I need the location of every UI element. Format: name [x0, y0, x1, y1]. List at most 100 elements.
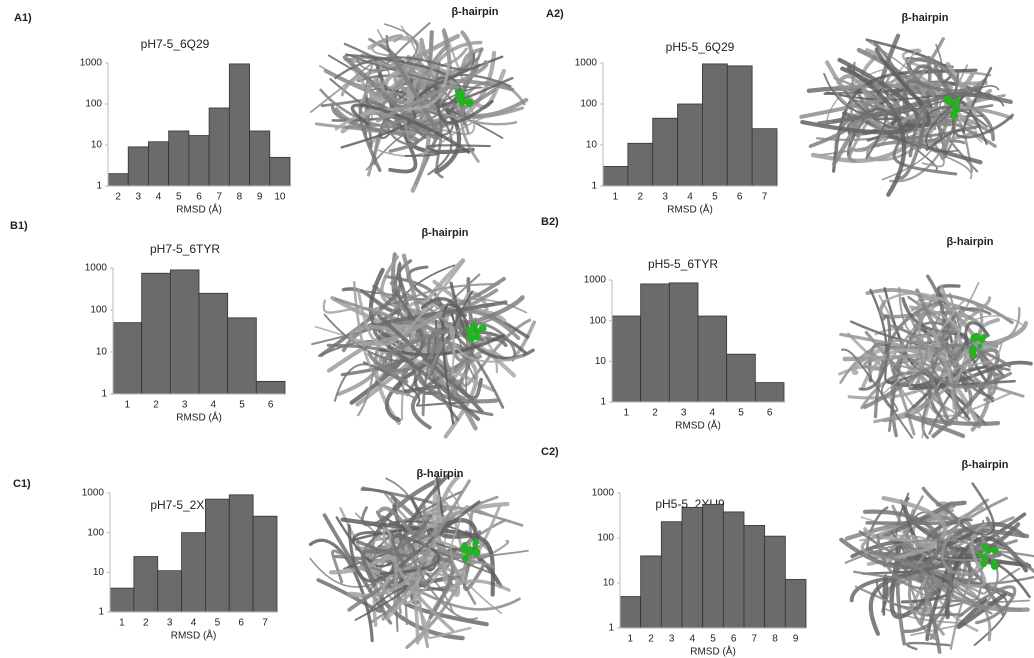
- ligand: [950, 111, 959, 120]
- protein-strand: [309, 63, 374, 125]
- protein-strand: [863, 368, 952, 427]
- protein-strand: [356, 23, 418, 72]
- protein-strand: [884, 356, 958, 424]
- protein-strand: [921, 340, 1003, 439]
- protein-strand: [905, 641, 951, 651]
- x-tick-label: 1: [628, 634, 634, 645]
- y-tick-label: 10: [586, 140, 598, 151]
- protein-strand: [460, 318, 532, 387]
- x-tick-label: 6: [238, 618, 244, 629]
- ligand: [981, 543, 989, 551]
- protein-strand: [869, 288, 929, 384]
- ligand: [977, 551, 984, 558]
- protein-strand: [939, 284, 974, 372]
- annotation: β-hairpin: [961, 459, 1008, 471]
- bar: [640, 555, 662, 629]
- bar: [133, 556, 159, 613]
- bar: [652, 117, 678, 187]
- ligand: [952, 102, 959, 109]
- y-tick-label: 1: [591, 181, 597, 192]
- y-tick-label: 1: [600, 397, 606, 408]
- bar: [668, 282, 699, 403]
- protein-strand: [858, 314, 892, 391]
- bar: [188, 135, 210, 187]
- protein-strand: [404, 107, 518, 142]
- y-tick-label: 100: [85, 99, 102, 110]
- bar: [754, 382, 785, 403]
- protein-strand: [926, 274, 949, 426]
- protein-strand: [903, 317, 930, 366]
- x-tick-label: 5: [176, 192, 182, 203]
- y-tick-label: 100: [589, 315, 606, 326]
- y-tick-label: 100: [580, 99, 597, 110]
- bar: [743, 525, 766, 629]
- x-tick-label: 10: [274, 192, 286, 203]
- annotation: β-hairpin: [451, 6, 498, 18]
- protein-strand: [916, 343, 972, 388]
- protein-strand: [850, 61, 893, 128]
- y-tick-label: 1000: [85, 263, 108, 274]
- bar: [660, 521, 683, 629]
- protein-strand: [915, 288, 963, 370]
- protein-strand: [374, 108, 519, 157]
- x-tick-label: 6: [737, 192, 743, 203]
- protein-strand: [371, 34, 403, 57]
- protein-strand: [964, 321, 990, 385]
- panel-label: B2): [541, 216, 559, 228]
- x-tick-label: 7: [762, 192, 768, 203]
- bar: [611, 315, 642, 403]
- annotation: β-hairpin: [416, 468, 463, 480]
- bar: [168, 130, 190, 187]
- protein-strand: [352, 531, 441, 576]
- protein-strand: [912, 64, 956, 104]
- x-tick-label: 2: [638, 192, 644, 203]
- protein-structure: [308, 473, 529, 649]
- y-tick-label: 100: [87, 527, 104, 538]
- protein-structure: [309, 22, 529, 193]
- y-tick-label: 1000: [592, 488, 615, 499]
- protein-strand: [361, 486, 447, 527]
- protein-strand: [847, 105, 1013, 153]
- bar: [169, 269, 200, 395]
- x-tick-label: 4: [710, 408, 716, 419]
- bar: [228, 494, 254, 613]
- panel-label: A2): [546, 8, 564, 20]
- x-tick-label: 7: [262, 618, 268, 629]
- protein-strand: [869, 533, 934, 590]
- protein-strand: [358, 100, 427, 173]
- protein-strand: [360, 514, 433, 587]
- ligand: [971, 352, 978, 359]
- protein-strand: [823, 72, 1005, 117]
- x-tick-label: 7: [752, 634, 758, 645]
- protein-strand: [425, 47, 484, 84]
- ligand: [460, 97, 468, 105]
- ligand: [954, 97, 961, 104]
- protein-strand: [375, 60, 489, 123]
- x-tick-label: 4: [156, 192, 162, 203]
- ligand: [943, 95, 952, 104]
- x-axis-label: RMSD (Å): [176, 203, 222, 216]
- bar: [702, 503, 724, 629]
- bar: [148, 141, 170, 187]
- protein-strand: [846, 65, 907, 197]
- bar: [677, 103, 703, 187]
- x-tick-label: 3: [182, 400, 188, 411]
- x-tick-label: 4: [211, 400, 217, 411]
- x-tick-label: 4: [687, 192, 693, 203]
- bar: [109, 587, 135, 613]
- x-tick-label: 9: [257, 192, 263, 203]
- bar: [249, 130, 271, 187]
- protein-strand: [342, 51, 441, 141]
- x-tick-label: 5: [710, 634, 716, 645]
- chart-title: pH5-5_6TYR: [648, 257, 718, 271]
- protein-strand: [330, 104, 420, 153]
- protein-strand: [384, 357, 436, 423]
- y-tick-label: 1000: [82, 488, 105, 499]
- protein-strand: [919, 579, 1030, 625]
- protein-strand: [959, 482, 996, 536]
- protein-strand: [447, 488, 503, 615]
- chart-title: pH7-5_6Q29: [141, 37, 210, 51]
- protein-strand: [350, 103, 471, 154]
- protein-strand: [334, 52, 476, 80]
- protein-strand: [860, 372, 933, 423]
